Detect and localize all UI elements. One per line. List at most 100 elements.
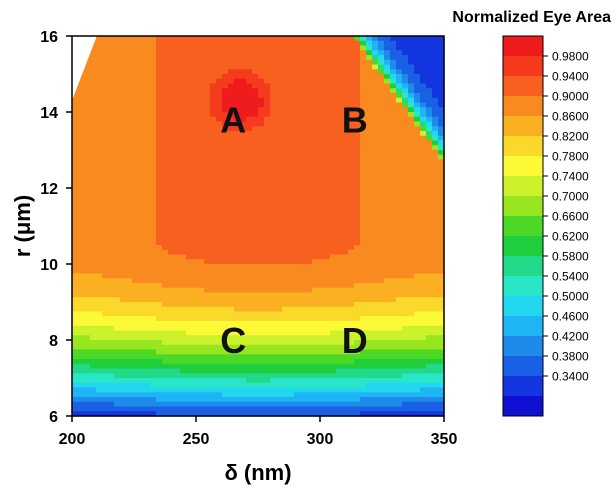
- contour-cell: [270, 188, 277, 194]
- contour-cell: [114, 230, 121, 237]
- contour-cell: [246, 330, 253, 336]
- contour-cell: [354, 131, 361, 137]
- contour-cell: [144, 107, 151, 113]
- contour-cell: [396, 283, 403, 289]
- contour-cell: [408, 235, 415, 241]
- contour-cell: [258, 192, 265, 199]
- contour-cell: [342, 316, 349, 322]
- contour-cell: [246, 306, 253, 313]
- contour-cell: [300, 411, 307, 417]
- contour-cell: [90, 373, 97, 379]
- contour-cell: [324, 354, 331, 360]
- contour-cell: [258, 278, 265, 284]
- contour-cell: [150, 83, 157, 89]
- contour-cell: [258, 354, 265, 360]
- contour-cell: [246, 83, 253, 89]
- contour-cell: [90, 145, 97, 151]
- contour-cell: [228, 387, 235, 393]
- contour-cell: [168, 116, 175, 123]
- contour-cell: [342, 411, 349, 417]
- contour-cell: [396, 154, 403, 161]
- contour-cell: [240, 145, 247, 151]
- contour-cell: [78, 292, 85, 298]
- contour-cell: [138, 359, 145, 365]
- contour-cell: [222, 135, 229, 142]
- contour-cell: [354, 368, 361, 374]
- contour-cell: [378, 406, 385, 412]
- contour-cell: [156, 373, 163, 379]
- contour-cell: [354, 159, 361, 165]
- contour-cell: [186, 207, 193, 213]
- contour-cell: [438, 316, 445, 322]
- contour-cell: [282, 97, 289, 104]
- contour-cell: [408, 406, 415, 412]
- contour-cell: [216, 107, 223, 113]
- contour-cell: [234, 245, 241, 251]
- contour-cell: [378, 245, 385, 251]
- y-tick-label: 6: [49, 409, 58, 426]
- contour-cell: [426, 221, 433, 227]
- contour-cell: [306, 207, 313, 213]
- contour-cell: [438, 254, 445, 260]
- contour-cell: [420, 55, 427, 61]
- contour-cell: [174, 126, 181, 132]
- contour-cell: [246, 88, 253, 94]
- contour-cell: [312, 107, 319, 113]
- contour-cell: [378, 74, 385, 80]
- contour-cell: [432, 254, 439, 260]
- contour-cell: [408, 226, 415, 232]
- contour-cell: [96, 183, 103, 189]
- contour-cell: [174, 169, 181, 175]
- contour-cell: [348, 202, 355, 208]
- contour-cell: [222, 392, 229, 398]
- contour-cell: [330, 59, 337, 66]
- contour-cell: [420, 240, 427, 246]
- contour-cell: [150, 154, 157, 161]
- contour-cell: [234, 78, 241, 85]
- contour-cell: [396, 401, 403, 408]
- contour-cell: [246, 311, 253, 317]
- contour-cell: [300, 297, 307, 303]
- contour-cell: [438, 302, 445, 308]
- contour-cell: [150, 292, 157, 298]
- contour-cell: [108, 135, 115, 142]
- contour-cell: [72, 207, 79, 213]
- contour-cell: [222, 55, 229, 61]
- contour-cell: [360, 287, 367, 294]
- contour-cell: [276, 392, 283, 398]
- contour-cell: [396, 83, 403, 89]
- contour-cell: [264, 145, 271, 151]
- contour-cell: [108, 69, 115, 75]
- contour-cell: [336, 211, 343, 218]
- contour-cell: [366, 135, 373, 142]
- contour-cell: [102, 273, 109, 279]
- contour-cell: [258, 121, 265, 127]
- contour-cell: [222, 363, 229, 370]
- contour-cell: [438, 131, 445, 137]
- contour-cell: [288, 287, 295, 294]
- contour-cell: [270, 183, 277, 189]
- contour-cell: [306, 226, 313, 232]
- contour-cell: [288, 302, 295, 308]
- contour-cell: [192, 121, 199, 127]
- contour-cell: [312, 354, 319, 360]
- contour-cell: [354, 344, 361, 351]
- contour-cell: [144, 216, 151, 222]
- contour-cell: [324, 292, 331, 298]
- contour-cell: [198, 283, 205, 289]
- contour-cell: [222, 69, 229, 75]
- contour-cell: [126, 392, 133, 398]
- contour-cell: [276, 235, 283, 241]
- contour-cell: [318, 344, 325, 351]
- contour-cell: [324, 349, 331, 355]
- contour-cell: [126, 283, 133, 289]
- contour-cell: [144, 397, 151, 403]
- contour-cell: [252, 78, 259, 85]
- contour-cell: [210, 112, 217, 118]
- contour-cell: [156, 102, 163, 108]
- contour-cell: [120, 211, 127, 218]
- contour-cell: [234, 169, 241, 175]
- contour-cell: [246, 335, 253, 341]
- contour-cell: [384, 40, 391, 47]
- contour-cell: [432, 74, 439, 80]
